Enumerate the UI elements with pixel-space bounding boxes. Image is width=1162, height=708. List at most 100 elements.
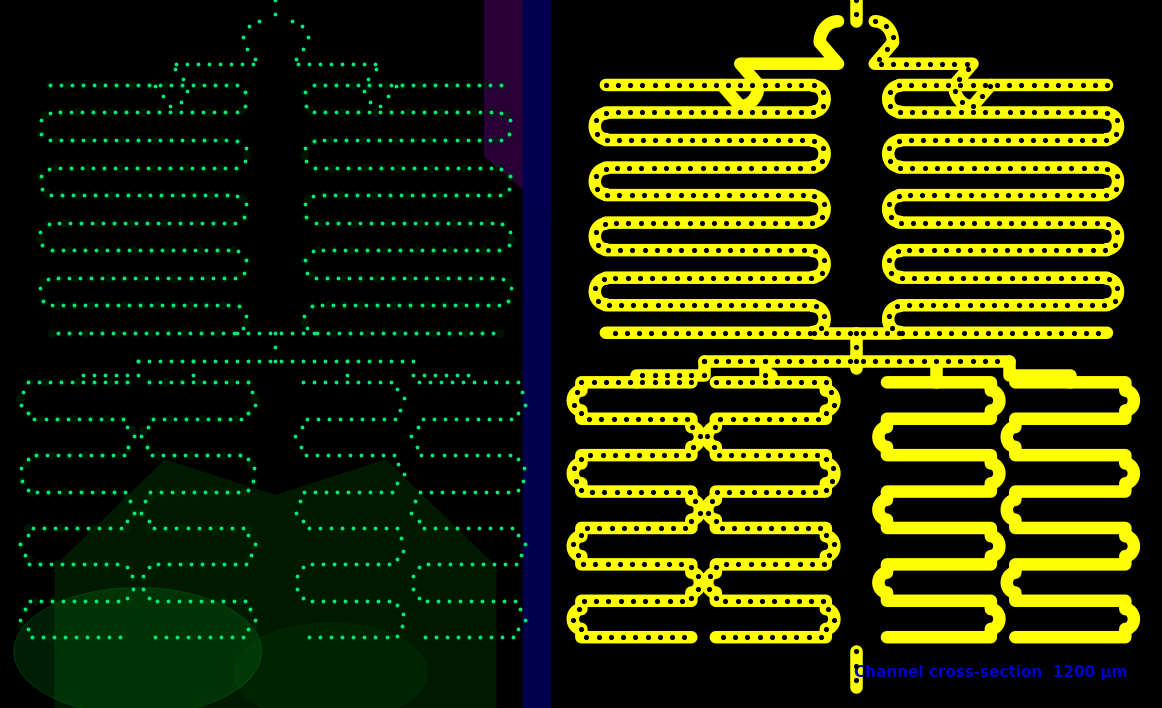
Point <box>100 632 119 643</box>
Point <box>19 377 37 388</box>
Point <box>719 377 738 388</box>
Point <box>158 327 177 338</box>
Point <box>447 79 466 91</box>
Point <box>225 559 244 570</box>
Point <box>460 217 479 228</box>
Point <box>131 430 150 442</box>
Point <box>35 523 53 534</box>
Point <box>623 559 641 570</box>
Point <box>191 244 209 256</box>
Point <box>746 450 765 461</box>
Point <box>304 107 323 118</box>
Point <box>318 327 337 338</box>
Point <box>962 190 981 201</box>
Point <box>182 217 201 228</box>
Point <box>352 450 371 461</box>
Point <box>459 79 478 91</box>
Point <box>13 475 31 486</box>
Point <box>781 190 799 201</box>
Point <box>134 107 152 118</box>
Point <box>143 413 162 424</box>
Point <box>454 162 473 173</box>
Point <box>490 244 509 256</box>
Point <box>925 244 944 256</box>
Point <box>307 272 325 283</box>
Point <box>419 135 438 146</box>
Point <box>779 217 797 228</box>
Point <box>745 244 763 256</box>
Point <box>89 632 108 643</box>
Point <box>899 299 918 311</box>
Point <box>160 162 179 173</box>
Point <box>318 272 337 283</box>
Point <box>847 660 866 671</box>
Point <box>203 217 222 228</box>
Point <box>186 299 205 311</box>
Point <box>866 355 884 367</box>
Point <box>41 79 59 91</box>
Point <box>80 413 99 424</box>
Point <box>402 244 421 256</box>
Point <box>917 272 935 283</box>
Point <box>132 507 151 518</box>
Point <box>89 523 108 534</box>
Point <box>630 450 648 461</box>
Point <box>716 272 734 283</box>
Point <box>421 377 439 388</box>
Point <box>682 107 701 118</box>
Ellipse shape <box>234 623 426 708</box>
Point <box>238 408 257 419</box>
Point <box>393 355 411 367</box>
Point <box>437 107 456 118</box>
Point <box>429 595 447 607</box>
Point <box>338 162 357 173</box>
Point <box>228 355 246 367</box>
Point <box>349 377 367 388</box>
Point <box>978 327 997 338</box>
Point <box>138 441 157 452</box>
Point <box>60 217 79 228</box>
Point <box>201 486 220 497</box>
Point <box>87 595 106 607</box>
Point <box>26 413 44 424</box>
Point <box>406 495 424 506</box>
Point <box>290 495 309 506</box>
Point <box>71 327 89 338</box>
Point <box>473 244 492 256</box>
Point <box>92 413 110 424</box>
Point <box>740 327 759 338</box>
Point <box>174 190 193 201</box>
Point <box>304 327 323 338</box>
Point <box>805 190 824 202</box>
Point <box>235 486 253 497</box>
Point <box>682 377 701 388</box>
Point <box>49 327 67 338</box>
Point <box>501 115 519 126</box>
Point <box>611 595 630 607</box>
Point <box>311 632 330 643</box>
Point <box>238 530 257 541</box>
Point <box>432 486 451 497</box>
Point <box>881 86 899 98</box>
Point <box>244 58 263 69</box>
Point <box>162 355 180 367</box>
Point <box>184 107 202 118</box>
Point <box>594 450 612 461</box>
Point <box>428 217 446 228</box>
Point <box>1060 190 1078 201</box>
Point <box>1050 162 1069 173</box>
Point <box>698 507 717 518</box>
Point <box>710 450 729 461</box>
Point <box>295 254 314 266</box>
Point <box>200 107 218 118</box>
Point <box>360 79 379 91</box>
Point <box>823 475 841 486</box>
Point <box>193 559 211 570</box>
Point <box>1024 135 1042 146</box>
Point <box>26 595 44 607</box>
Point <box>417 272 436 283</box>
Point <box>429 327 447 338</box>
Point <box>216 79 235 91</box>
Point <box>241 604 259 615</box>
Point <box>224 327 243 338</box>
